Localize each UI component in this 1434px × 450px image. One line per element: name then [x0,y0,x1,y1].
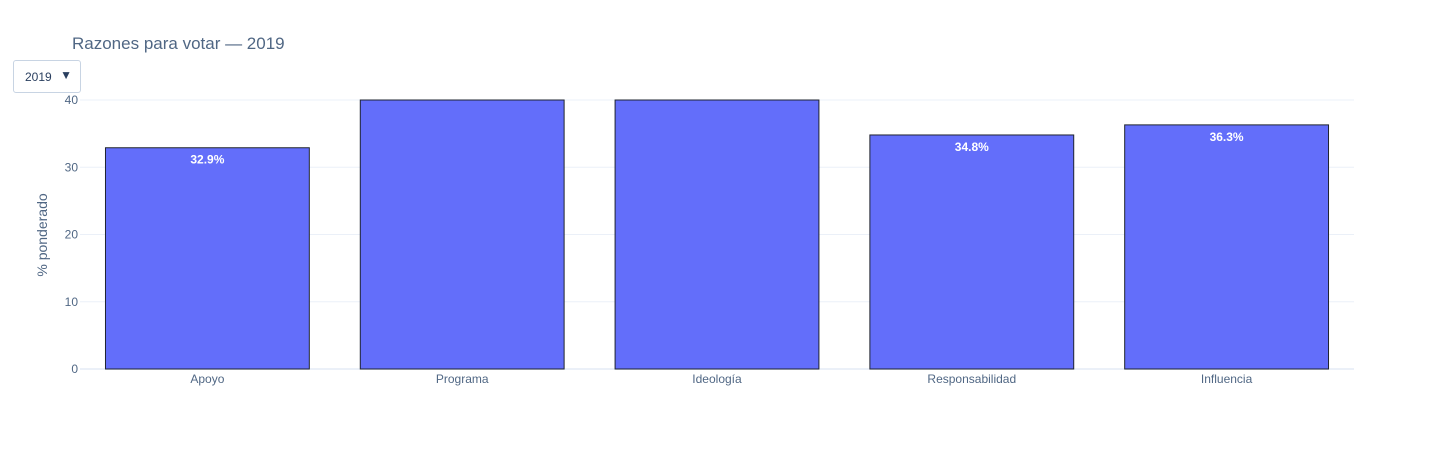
x-tick-label: Responsabilidad [927,372,1016,386]
bar-influencia [1124,124,1330,370]
bar-ideología [614,99,820,370]
chart-title: Razones para votar — 2019 [72,34,285,53]
x-tick-labels: Apoyo Programa Ideología Responsabilidad Inf… [190,372,1252,386]
x-tick-label: Influencia [1201,372,1253,386]
chevron-down-icon: ▼ [60,68,72,82]
x-tick-label: Ideología [692,372,742,386]
y-tick-label: 30 [65,160,79,174]
y-tick-labels: 0 10 20 30 40 [65,93,79,376]
bar-data-label: 32.9% [190,153,224,167]
bar-data-label: 34.8% [955,140,989,154]
bar-responsabilidad [869,134,1075,370]
bar-programa [359,99,565,370]
bar-data-label: 36.3% [1210,130,1244,144]
y-tick-label: 10 [65,295,79,309]
bars [104,99,1330,370]
year-dropdown[interactable]: 2019 ▼ [13,60,81,93]
x-tick-label: Apoyo [190,372,224,386]
x-tick-label: Programa [436,372,489,386]
bar-apoyo [104,147,310,370]
y-tick-label: 40 [65,93,79,107]
bar-data-labels: 32.9% 34.8% 36.3% [190,130,1244,167]
year-dropdown-value: 2019 [25,70,52,84]
y-tick-label: 20 [65,228,79,242]
y-tick-label: 0 [71,362,78,376]
